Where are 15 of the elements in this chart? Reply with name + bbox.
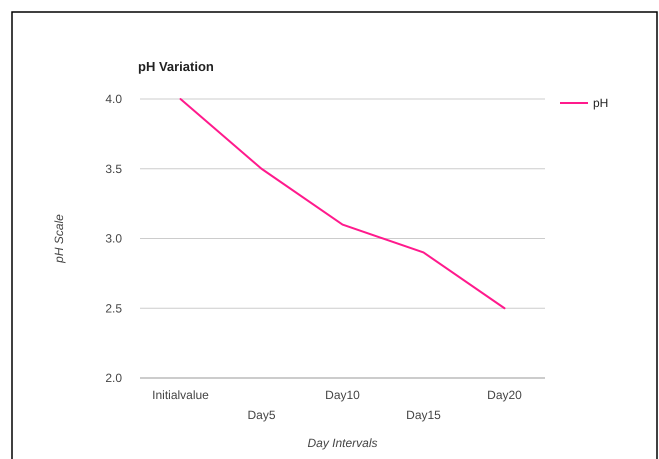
line-series [180, 98, 506, 310]
chart-title: pH Variation [138, 59, 214, 74]
x-tick-label: Day20 [487, 388, 522, 402]
x-tick-label: Day5 [247, 408, 276, 422]
x-tick-label: Day15 [406, 408, 442, 422]
y-tick-label: 2.0 [105, 371, 122, 386]
y-tick-label: 2.5 [105, 301, 122, 316]
y-axis-title: pH Scale [52, 214, 66, 264]
y-tick-label: 3.5 [105, 162, 122, 176]
legend-label: pH [593, 96, 608, 110]
x-tick-label: Day10 [325, 388, 360, 402]
x-axis-title: Day Intervals [307, 436, 378, 450]
y-tick-label: 3.0 [105, 232, 122, 246]
x-tick-label: Initialvalue [152, 388, 210, 402]
y-tick-label: 4.0 [105, 92, 122, 106]
